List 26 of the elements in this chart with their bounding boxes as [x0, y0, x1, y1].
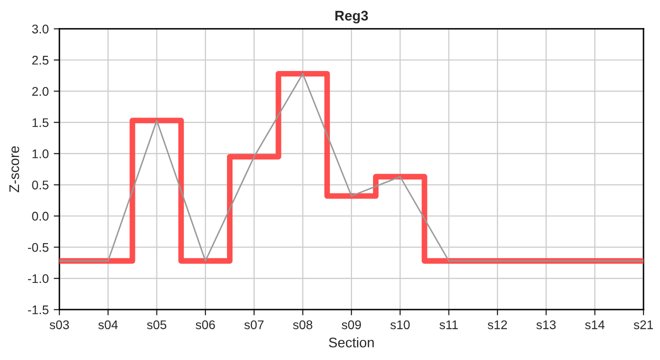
x-tick-label: s10 [390, 320, 410, 330]
y-axis-title: Z-score [9, 146, 20, 192]
x-tick-label: s11 [440, 320, 458, 330]
x-tick-label: s21 [634, 320, 653, 330]
y-tick-label: 1.5 [32, 118, 48, 128]
x-tick-label: s07 [244, 320, 264, 330]
x-axis-title: Section [328, 337, 374, 348]
y-tick-label: 0.5 [32, 180, 48, 190]
x-tick-label: s14 [585, 320, 605, 330]
y-tick-label: -1.0 [28, 274, 48, 284]
y-tick-label: -1.5 [28, 306, 48, 314]
chart-title: Reg3 [335, 10, 368, 24]
x-tick-label: s12 [488, 320, 507, 330]
y-tick-label: -0.5 [28, 243, 48, 252]
y-tick-label: 1.0 [32, 149, 48, 158]
x-tick-label: s06 [196, 320, 215, 330]
y-tick-label: 2.0 [32, 87, 48, 96]
x-tick-label: s08 [293, 320, 312, 330]
y-tick-label: 3.0 [32, 24, 48, 34]
x-tick-label: s09 [342, 320, 361, 330]
x-tick-label: s04 [98, 320, 118, 330]
y-tick-label: 0.0 [32, 212, 48, 221]
y-tick-label: 2.5 [32, 56, 48, 65]
x-tick-label: s05 [147, 320, 166, 330]
x-tick-label: s03 [50, 320, 69, 330]
x-tick-label: s13 [536, 320, 556, 330]
